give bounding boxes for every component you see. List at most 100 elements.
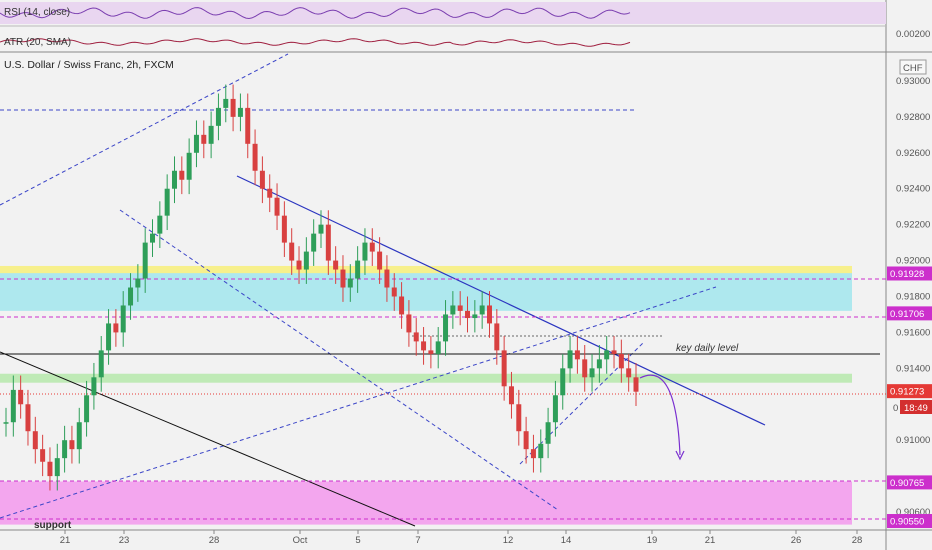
atr-line bbox=[0, 38, 631, 47]
candle-body bbox=[62, 440, 68, 459]
y-tick-label: 0.92400 bbox=[896, 184, 930, 195]
candle-body bbox=[98, 350, 104, 378]
candle-body bbox=[574, 350, 580, 360]
candle-body bbox=[128, 287, 134, 306]
candle-body bbox=[289, 242, 295, 261]
indicator-panes bbox=[0, 2, 886, 47]
time-axis: 21 23 28 Oct 5 7 12 14 19 21 26 28 bbox=[60, 530, 862, 546]
countdown-badge bbox=[900, 400, 932, 414]
candle-body bbox=[91, 377, 97, 396]
countdown-label: 18:49 bbox=[904, 403, 928, 414]
candle-body bbox=[18, 389, 24, 405]
candle-body bbox=[296, 260, 302, 270]
drawing-layer bbox=[0, 53, 886, 527]
candle-body bbox=[54, 458, 60, 477]
candle-body bbox=[32, 431, 38, 450]
candle-body bbox=[333, 260, 339, 270]
candle-body bbox=[281, 215, 287, 243]
candle-body bbox=[347, 278, 353, 288]
projection-arrowhead bbox=[675, 450, 685, 461]
long-down-trendline bbox=[0, 351, 416, 527]
price-level-label: 0.91273 bbox=[890, 387, 924, 398]
y-tick-label: 0.92000 bbox=[896, 256, 930, 267]
candle-body bbox=[245, 107, 251, 144]
candle-body bbox=[113, 323, 119, 333]
candle-body bbox=[545, 422, 551, 444]
candle-body bbox=[230, 98, 236, 117]
x-tick-label: 26 bbox=[791, 535, 802, 546]
currency-box[interactable] bbox=[899, 59, 927, 75]
candle-body bbox=[391, 287, 397, 297]
candle-body bbox=[523, 431, 529, 450]
candle-body bbox=[47, 461, 53, 477]
candle-body bbox=[582, 359, 588, 378]
y-tick-label: 0.91400 bbox=[896, 363, 930, 374]
x-tick-label: 5 bbox=[355, 535, 360, 546]
candle-body bbox=[443, 314, 449, 342]
candle-body bbox=[530, 449, 536, 459]
price-level-badge bbox=[887, 306, 932, 321]
rsi-band bbox=[0, 2, 886, 24]
candle-body bbox=[142, 242, 148, 279]
x-tick-label: 23 bbox=[119, 535, 130, 546]
y-tick-label: 0.91600 bbox=[896, 327, 930, 338]
price-level-label: 0.91706 bbox=[890, 309, 924, 320]
candle-body bbox=[494, 323, 500, 351]
candle-body bbox=[560, 368, 566, 396]
candle-body bbox=[501, 350, 507, 387]
candle-body bbox=[325, 224, 331, 261]
x-tick-label: 14 bbox=[561, 535, 572, 546]
y-tick-label: 0.92800 bbox=[896, 112, 930, 123]
candle-body bbox=[589, 368, 595, 378]
candle-body bbox=[76, 422, 82, 450]
chart-title: U.S. Dollar / Swiss Franc, 2h, FXCM bbox=[4, 59, 174, 71]
candle-body bbox=[10, 389, 16, 423]
candle-body bbox=[479, 305, 485, 315]
candle-body bbox=[40, 449, 46, 462]
zone-resistance-top bbox=[0, 265, 852, 274]
candle-body bbox=[3, 422, 9, 424]
candle-body bbox=[457, 305, 463, 311]
price-level-label: 0.90765 bbox=[890, 478, 924, 489]
candle-body bbox=[311, 233, 317, 252]
candle-body bbox=[567, 350, 573, 369]
candle-body bbox=[171, 170, 177, 189]
candle-body bbox=[179, 170, 185, 180]
price-level-badge bbox=[887, 514, 932, 529]
projection-arrow bbox=[639, 374, 681, 456]
candle-body bbox=[252, 143, 258, 171]
candle-body bbox=[538, 443, 544, 459]
candle-body bbox=[596, 359, 602, 369]
candle-body bbox=[208, 125, 214, 144]
x-tick-label: 21 bbox=[705, 535, 716, 546]
rsi-line bbox=[0, 7, 631, 20]
partial-tick-label: 0 bbox=[893, 403, 898, 414]
atr-value-label: 0.00200 bbox=[896, 29, 930, 40]
candle-body bbox=[450, 305, 456, 315]
candle-body bbox=[435, 341, 441, 354]
candle-body bbox=[340, 269, 346, 288]
candle-body bbox=[604, 350, 610, 360]
text-layer: RSI (14, close) ATR (20, SMA) U.S. Dollar … bbox=[4, 7, 739, 531]
y-tick-label: 0.90600 bbox=[896, 507, 930, 518]
zone-key-daily bbox=[0, 373, 852, 383]
candle-body bbox=[215, 107, 221, 126]
candle-body bbox=[611, 350, 617, 354]
y-tick-label: 0.92200 bbox=[896, 220, 930, 231]
candle-body bbox=[69, 440, 75, 450]
candle-body bbox=[413, 332, 419, 342]
rsi-pane-title: RSI (14, close) bbox=[4, 7, 70, 18]
candle-body bbox=[267, 188, 273, 198]
candle-body bbox=[237, 107, 243, 117]
candle-body bbox=[626, 368, 632, 378]
price-level-label: 0.91928 bbox=[890, 269, 924, 280]
candle-body bbox=[186, 152, 192, 180]
y-tick-label: 0.91000 bbox=[896, 435, 930, 446]
candle-body bbox=[399, 296, 405, 315]
candle-body bbox=[486, 305, 492, 324]
zones-layer bbox=[0, 265, 852, 525]
candle-body bbox=[465, 310, 471, 319]
candle-body bbox=[274, 197, 280, 216]
candle-body bbox=[355, 260, 361, 279]
